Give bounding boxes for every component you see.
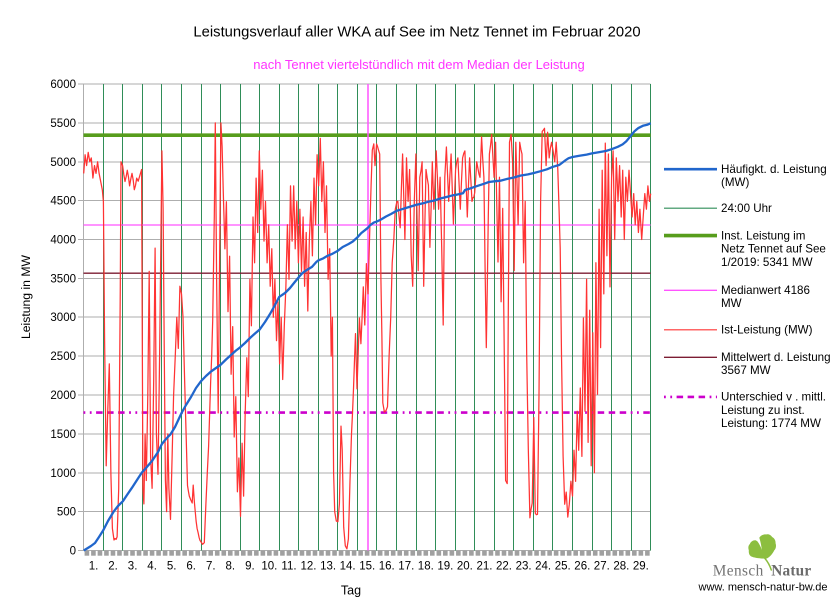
svg-text:Tag: Tag (341, 584, 361, 598)
svg-text:1500: 1500 (50, 429, 76, 441)
svg-text:13.: 13. (320, 561, 336, 573)
svg-text:nach Tennet viertelstündlich m: nach Tennet viertelstündlich mit dem Med… (253, 57, 584, 72)
svg-text:11.: 11. (281, 561, 296, 573)
svg-text:(MW): (MW) (721, 176, 749, 189)
svg-text:Häufigkt. d. Leistung: Häufigkt. d. Leistung (721, 163, 827, 176)
svg-text:2500: 2500 (50, 351, 76, 363)
svg-text:20.: 20. (457, 561, 473, 573)
svg-text:3.: 3. (128, 561, 138, 573)
svg-text:19.: 19. (437, 561, 453, 573)
svg-text:18.: 18. (418, 561, 434, 573)
svg-text:Netz Tennet auf See: Netz Tennet auf See (721, 243, 826, 256)
svg-text:Leistung: 1774 MW: Leistung: 1774 MW (721, 417, 821, 430)
svg-text:14.: 14. (340, 561, 356, 573)
svg-text:Unterschied v . mittl.: Unterschied v . mittl. (721, 391, 826, 404)
svg-text:2.: 2. (108, 561, 118, 573)
svg-text:23.: 23. (516, 561, 532, 573)
svg-text:24:00 Uhr: 24:00 Uhr (721, 202, 772, 215)
svg-text:4000: 4000 (50, 235, 76, 247)
svg-text:1.: 1. (89, 561, 99, 573)
svg-text:15.: 15. (359, 561, 375, 573)
svg-text:7.: 7. (206, 561, 216, 573)
svg-text:www. mensch-natur-bw.de: www. mensch-natur-bw.de (698, 582, 828, 594)
svg-text:1000: 1000 (50, 468, 76, 480)
svg-text:9.: 9. (245, 561, 255, 573)
svg-text:21.: 21. (477, 561, 493, 573)
svg-text:2000: 2000 (50, 390, 76, 402)
svg-text:8.: 8. (226, 561, 236, 573)
svg-text:24.: 24. (535, 561, 551, 573)
svg-text:6000: 6000 (50, 79, 76, 91)
svg-text:25.: 25. (555, 561, 571, 573)
svg-text:0: 0 (70, 546, 76, 558)
svg-text:27.: 27. (594, 561, 610, 573)
svg-text:5000: 5000 (50, 157, 76, 169)
svg-text:29.: 29. (633, 561, 649, 573)
svg-text:5.: 5. (167, 561, 177, 573)
svg-text:4.: 4. (147, 561, 157, 573)
svg-text:Leistungsverlauf aller WKA auf: Leistungsverlauf aller WKA auf See im Ne… (193, 25, 640, 41)
svg-text:6.: 6. (186, 561, 196, 573)
svg-text:5500: 5500 (50, 118, 76, 130)
svg-text:12.: 12. (301, 561, 317, 573)
svg-text:Leistung zu inst.: Leistung zu inst. (721, 404, 805, 417)
svg-text:MW: MW (721, 297, 742, 310)
svg-text:10.: 10. (261, 561, 277, 573)
svg-text:3000: 3000 (50, 312, 76, 324)
svg-text:Leistung in MW: Leistung in MW (19, 255, 33, 339)
svg-text:500: 500 (57, 507, 76, 519)
svg-text:1/2019: 5341 MW: 1/2019: 5341 MW (721, 256, 813, 269)
svg-text:22.: 22. (496, 561, 512, 573)
svg-text:Inst. Leistung im: Inst. Leistung im (721, 230, 805, 243)
svg-text:Mensch: Mensch (713, 563, 764, 580)
svg-text:Ist-Leistung (MW): Ist-Leistung (MW) (721, 324, 813, 337)
svg-text:17.: 17. (398, 561, 414, 573)
svg-text:Mittelwert d. Leistung: Mittelwert d. Leistung (721, 351, 831, 364)
svg-text:4500: 4500 (50, 196, 76, 208)
svg-text:26.: 26. (574, 561, 590, 573)
svg-text:Medianwert 4186: Medianwert 4186 (721, 284, 810, 297)
svg-text:3500: 3500 (50, 273, 76, 285)
svg-text:3567 MW: 3567 MW (721, 364, 771, 377)
svg-text:16.: 16. (379, 561, 395, 573)
svg-text:Natur: Natur (771, 563, 811, 580)
svg-text:28.: 28. (613, 561, 629, 573)
